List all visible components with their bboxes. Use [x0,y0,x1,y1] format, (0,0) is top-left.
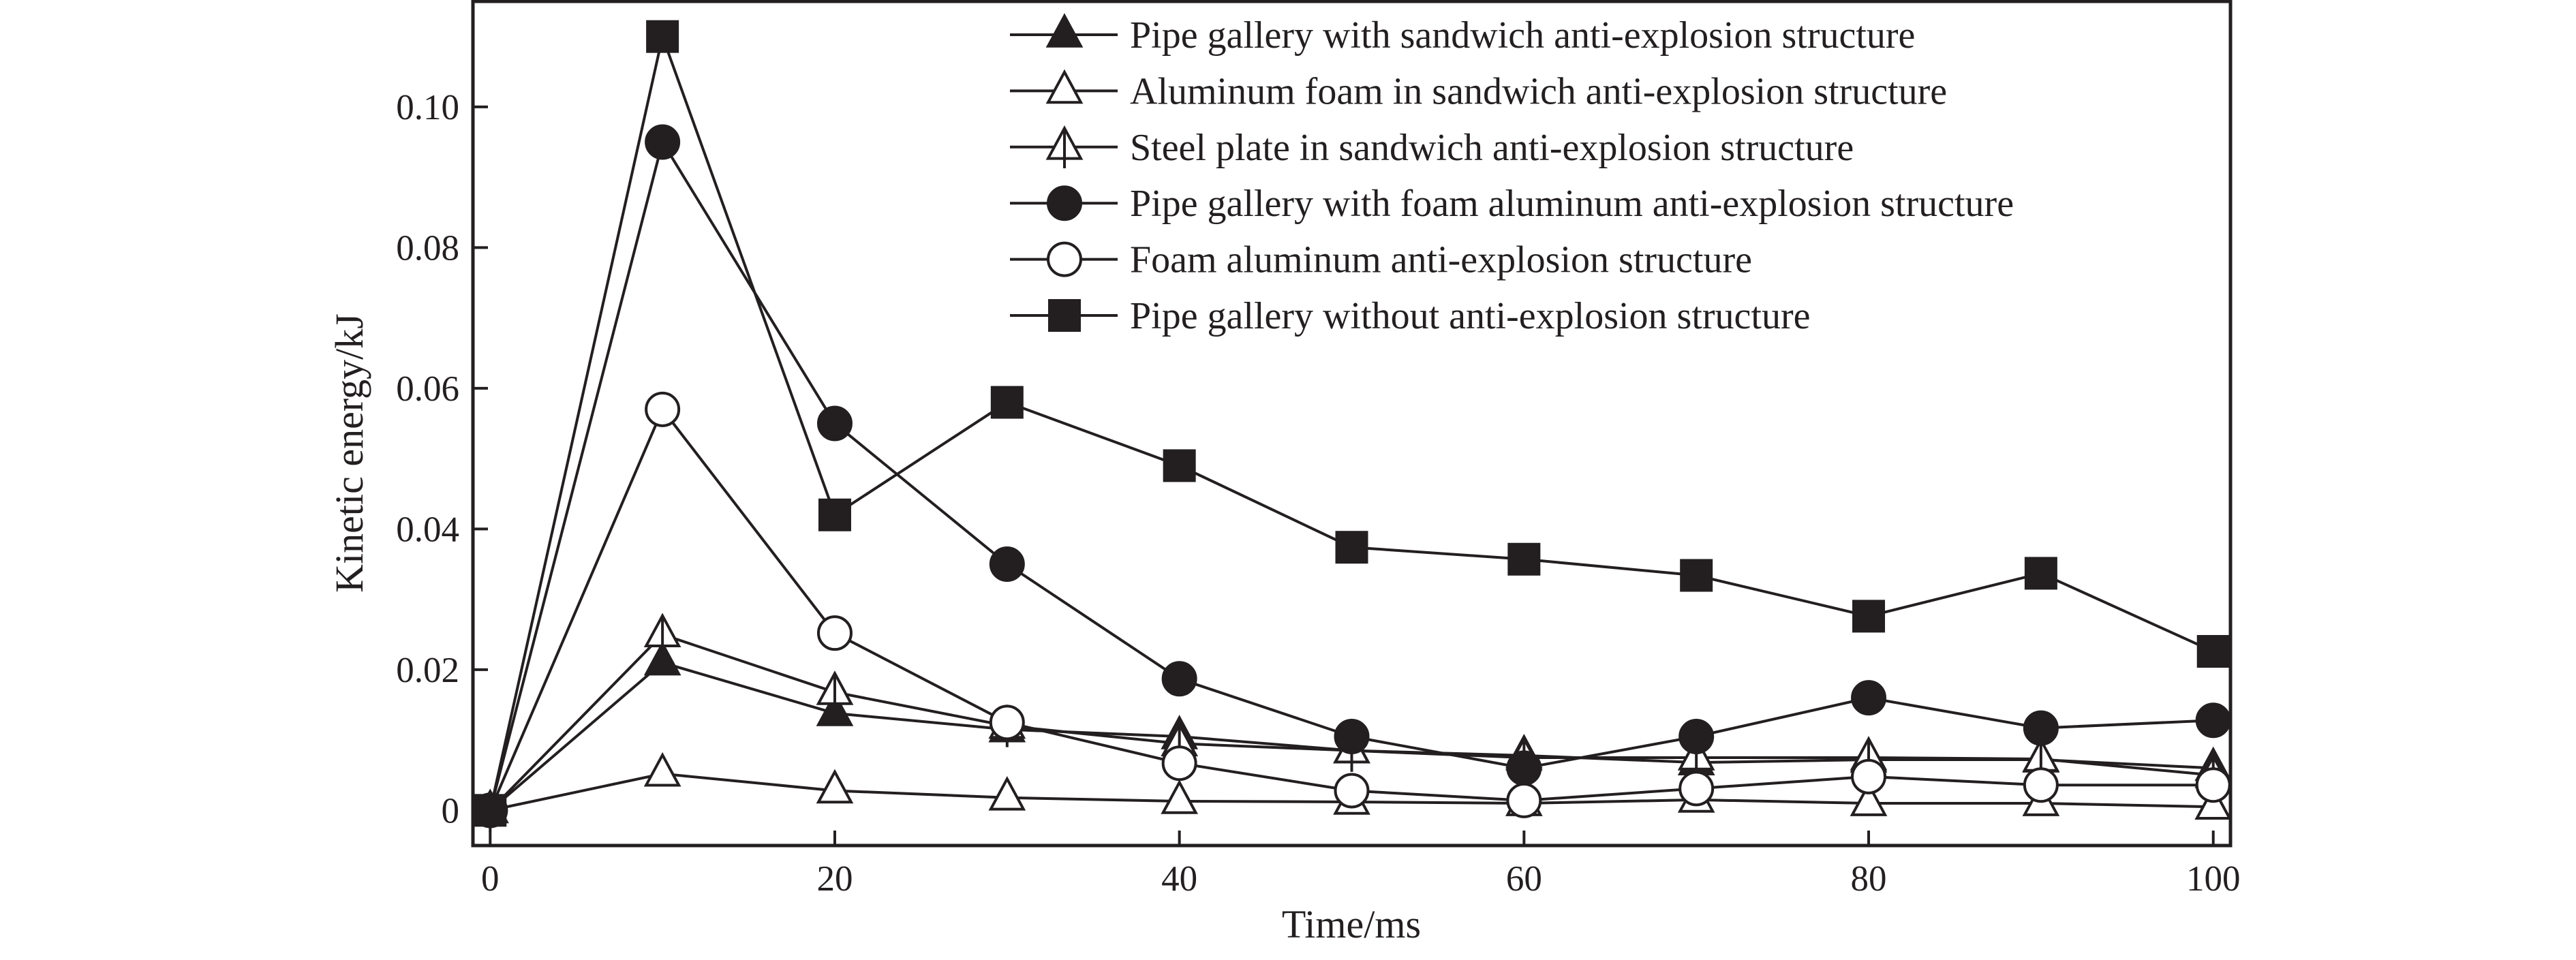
data-point [2023,710,2059,746]
data-point [643,640,681,676]
data-point [646,20,679,53]
data-point [989,546,1025,582]
data-point [1851,758,1887,794]
series-4 [472,391,2231,829]
x-tick-label: 20 [816,859,853,899]
legend-label: Pipe gallery with sandwich anti-explosio… [1130,14,1915,57]
y-tick-label: 0.06 [396,369,459,409]
x-axis-label: Time/ms [1282,902,1421,946]
data-point [2195,702,2231,739]
data-point [1161,745,1197,781]
legend-label: Pipe gallery without anti-explosion stru… [1130,295,1810,337]
y-tick-label: 0.02 [396,651,459,690]
data-point [990,386,1024,419]
y-tick-label: 0 [442,791,460,831]
y-tick-label: 0.04 [396,510,459,549]
data-point [816,405,853,442]
data-point [989,704,1025,741]
legend: Pipe gallery with sandwich anti-explosio… [1010,13,2014,337]
x-tick-label: 60 [1506,859,1542,899]
legend-item: Steel plate in sandwich anti-explosion s… [1010,125,1854,169]
series-5 [474,20,2230,827]
data-point [2023,767,2059,803]
y-axis-label: Kinetic energy/kJ [327,313,371,593]
data-point [1507,542,1541,576]
data-point [816,615,853,651]
data-point [1851,680,1887,716]
data-point [816,769,854,804]
data-point [1852,600,1886,633]
data-point [1680,559,1713,592]
data-point [2024,557,2057,590]
data-point [645,124,681,160]
data-point [2196,635,2230,668]
data-point [1506,750,1542,786]
plot-area: 0 20 40 60 80 100 0 0.02 0.04 0.06 0.08 0.10 Pipe ga… [396,0,2241,899]
x-tick-label: 100 [2186,859,2241,899]
data-point [1678,718,1715,754]
legend-item: Aluminum foam in sandwich anti-explosion… [1010,69,1947,112]
x-tick-label: 40 [1161,859,1197,899]
legend-item: Pipe gallery with foam aluminum anti-exp… [1010,183,2014,225]
data-point [2194,785,2233,820]
plot-frame [471,0,2233,848]
data-point [643,752,681,787]
data-point [1334,773,1370,809]
x-tick-label: 0 [481,859,500,899]
data-point [1161,661,1197,697]
series-3 [472,124,2231,829]
data-point [1678,771,1715,807]
y-tick-label: 0.08 [396,228,459,268]
legend-label: Pipe gallery with foam aluminum anti-exp… [1130,183,2014,225]
data-point [474,794,507,827]
data-point [1850,781,1888,816]
data-point [1334,718,1370,754]
legend-marker [1047,185,1082,221]
legend-item: Pipe gallery without anti-explosion stru… [1010,295,1810,337]
data-point [1506,782,1542,818]
data-point [1163,449,1196,482]
data-point [645,391,681,427]
data-point [988,775,1026,811]
data-point [2195,767,2231,803]
data-point [818,498,851,531]
legend-item: Foam aluminum anti-explosion structure [1010,239,1752,281]
y-tick-label: 0.10 [396,88,459,127]
legend-item: Pipe gallery with sandwich anti-explosio… [1010,13,1915,57]
legend-marker [1045,13,1084,48]
legend-marker [1047,241,1082,277]
legend-marker [1045,69,1084,104]
data-point [1335,531,1368,564]
legend-label: Steel plate in sandwich anti-explosion s… [1130,127,1854,169]
x-tick-label: 80 [1851,859,1887,899]
data-point [1161,779,1199,814]
legend-label: Foam aluminum anti-explosion structure [1130,239,1752,281]
legend-label: Aluminum foam in sandwich anti-explosion… [1130,70,1947,112]
legend-marker [1048,299,1081,332]
